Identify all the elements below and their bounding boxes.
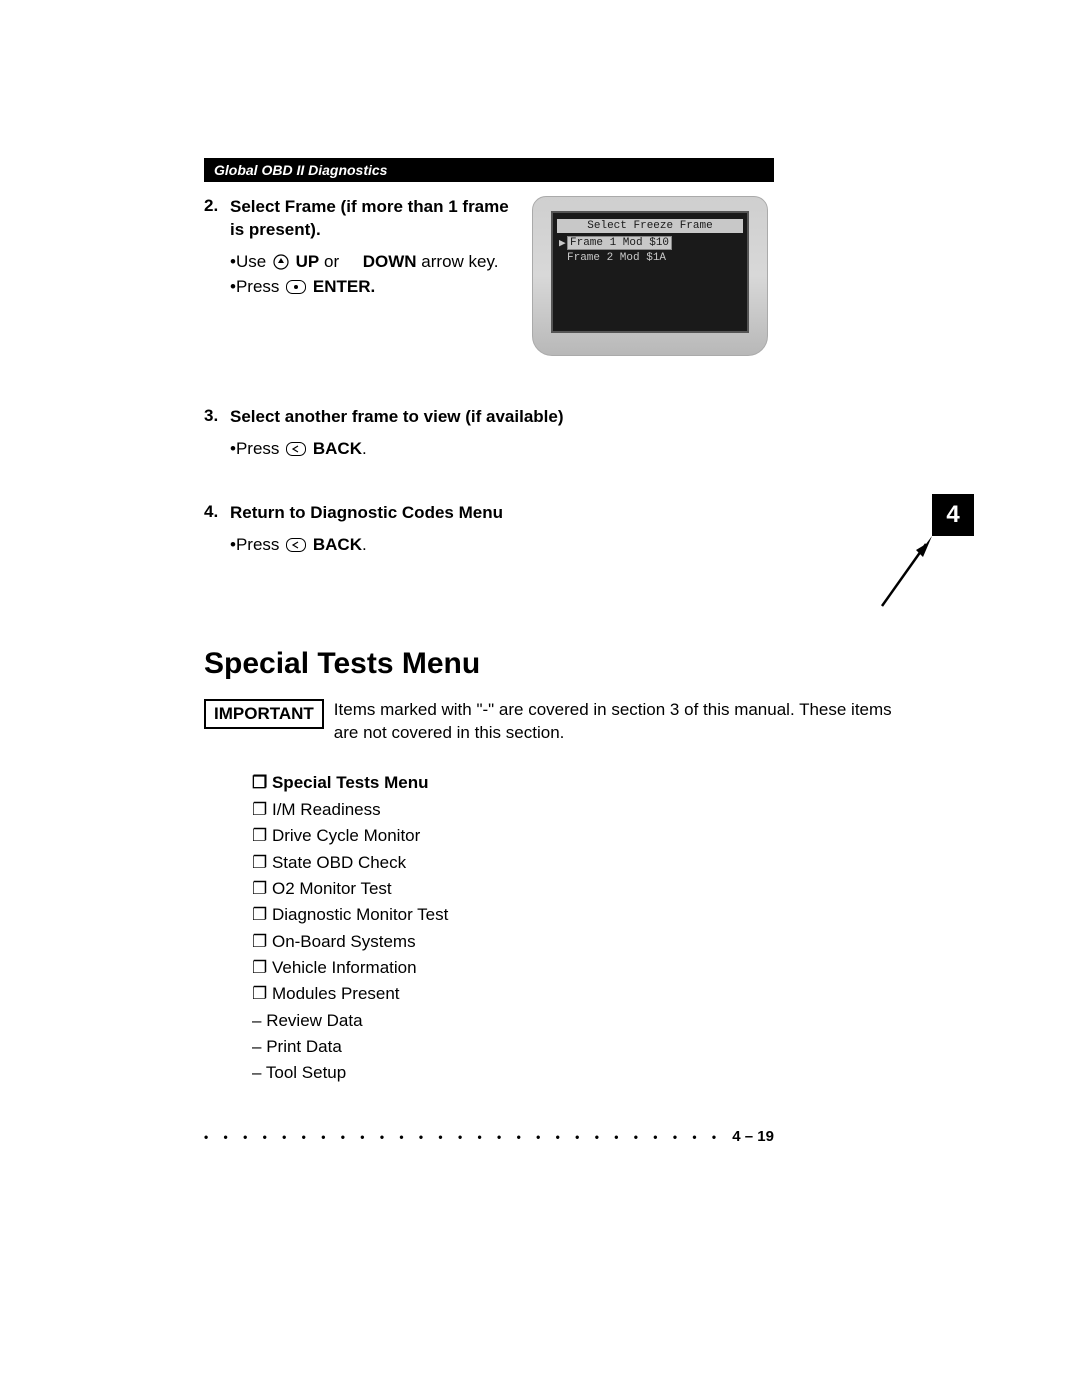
enter-key-icon <box>286 280 306 294</box>
step-3-section: 3. Select another frame to view (if avai… <box>204 406 894 462</box>
menu-item: I/M Readiness <box>252 797 894 823</box>
step-2-text: 2. Select Frame (if more than 1 frame is… <box>204 196 514 299</box>
menu-item: State OBD Check <box>252 850 894 876</box>
menu-item: Tool Setup <box>252 1060 894 1086</box>
screen-row-2: Frame 2 Mod $1A <box>557 251 743 265</box>
step-4-line-1: •Press BACK. <box>230 533 894 558</box>
step-4-title-b: Diagnostic Codes Menu <box>310 503 503 522</box>
annotation-arrow-icon <box>870 530 940 610</box>
menu-item: Review Data <box>252 1008 894 1034</box>
page-content: Global OBD II Diagnostics 2. Select Fram… <box>204 158 894 1087</box>
menu-item: Drive Cycle Monitor <box>252 823 894 849</box>
step-2-line-1: •Use UP or DOWN arrow key. <box>230 250 514 275</box>
step-4-section: 4. Return to Diagnostic Codes Menu •Pres… <box>204 502 894 558</box>
device-screenshot: Select Freeze Frame ▶Frame 1 Mod $10 Fra… <box>532 196 768 356</box>
back-key-icon <box>286 538 306 552</box>
page-footer: • • • • • • • • • • • • • • • • • • • • … <box>204 1128 774 1145</box>
menu-item: Vehicle Information <box>252 955 894 981</box>
step-4-number: 4. <box>204 502 230 525</box>
step-4-title-a: Return to <box>230 503 310 522</box>
important-text: Items marked with "-" are covered in sec… <box>334 699 894 745</box>
step-3-title: Select another frame to view (if availab… <box>230 407 564 426</box>
menu-item: O2 Monitor Test <box>252 876 894 902</box>
section-header: Global OBD II Diagnostics <box>204 158 774 182</box>
section-heading: Special Tests Menu <box>204 647 894 681</box>
back-key-icon <box>286 442 306 456</box>
step-3-number: 3. <box>204 406 230 429</box>
menu-item: Print Data <box>252 1034 894 1060</box>
important-callout: IMPORTANT Items marked with "-" are cove… <box>204 699 894 745</box>
special-tests-menu-list: Special Tests Menu I/M ReadinessDrive Cy… <box>252 773 894 1087</box>
menu-heading: Special Tests Menu <box>252 773 894 793</box>
menu-item: Diagnostic Monitor Test <box>252 902 894 928</box>
page-number: 4 – 19 <box>722 1128 774 1145</box>
screen-title: Select Freeze Frame <box>557 219 743 233</box>
step-2-row: 2. Select Frame (if more than 1 frame is… <box>204 196 894 356</box>
step-2-line-2: •Press ENTER. <box>230 275 514 300</box>
screen-row-1: ▶Frame 1 Mod $10 <box>557 235 743 251</box>
footer-dots: • • • • • • • • • • • • • • • • • • • • … <box>204 1130 722 1144</box>
menu-item: Modules Present <box>252 981 894 1007</box>
step-3-line-1: •Press BACK. <box>230 437 894 462</box>
step-2-title: Select Frame (if more than 1 frame is pr… <box>230 197 509 239</box>
menu-item: On-Board Systems <box>252 929 894 955</box>
important-label: IMPORTANT <box>204 699 324 729</box>
step-2-number: 2. <box>204 196 230 242</box>
up-arrow-icon <box>273 254 289 270</box>
